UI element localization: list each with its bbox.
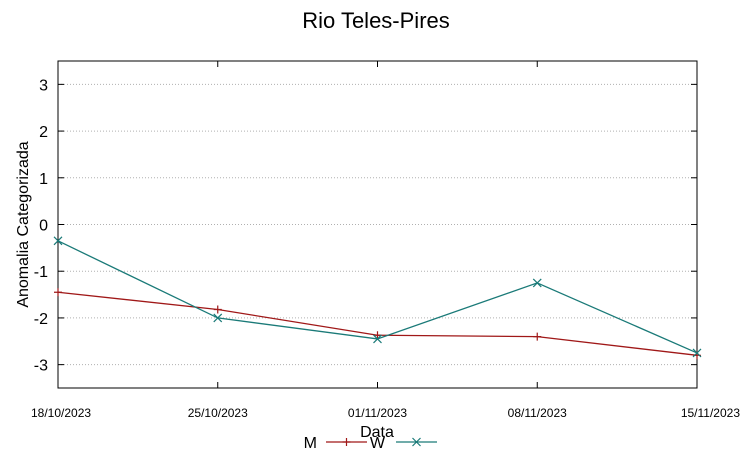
legend-label: M xyxy=(304,435,317,452)
y-tick-label: 3 xyxy=(39,77,48,94)
data-point-M xyxy=(373,331,382,340)
y-axis-label: Anomalia Categorizada xyxy=(15,141,32,307)
plot-border xyxy=(57,60,698,389)
x-tick-label: 08/11/2023 xyxy=(508,406,567,420)
y-tick-label: 2 xyxy=(39,124,48,141)
data-point-W xyxy=(373,334,382,344)
data-point-M xyxy=(213,305,222,314)
data-point-W xyxy=(692,348,702,358)
y-tick-label: 1 xyxy=(39,171,48,188)
y-tick-label: -1 xyxy=(34,264,48,281)
legend-marker xyxy=(412,437,421,447)
x-tick-label: 18/10/2023 xyxy=(31,406,91,420)
data-point-M xyxy=(54,288,62,297)
x-tick-label: 01/11/2023 xyxy=(348,406,407,420)
series-line-M xyxy=(57,291,698,356)
x-axis-label: Data xyxy=(360,424,394,441)
y-tick-label: -3 xyxy=(34,358,48,375)
data-point-W xyxy=(53,236,63,246)
data-point-M xyxy=(533,332,542,341)
x-tick-label: 25/10/2023 xyxy=(188,406,248,420)
data-point-W xyxy=(213,313,223,323)
y-tick-label: -2 xyxy=(34,311,48,328)
legend-marker xyxy=(342,438,351,446)
legend-label: W xyxy=(370,435,386,452)
y-tick-label: 0 xyxy=(39,218,48,235)
chart-title: Rio Teles-Pires xyxy=(302,8,450,33)
data-point-W xyxy=(532,278,542,288)
x-tick-label: 15/11/2023 xyxy=(681,406,740,420)
